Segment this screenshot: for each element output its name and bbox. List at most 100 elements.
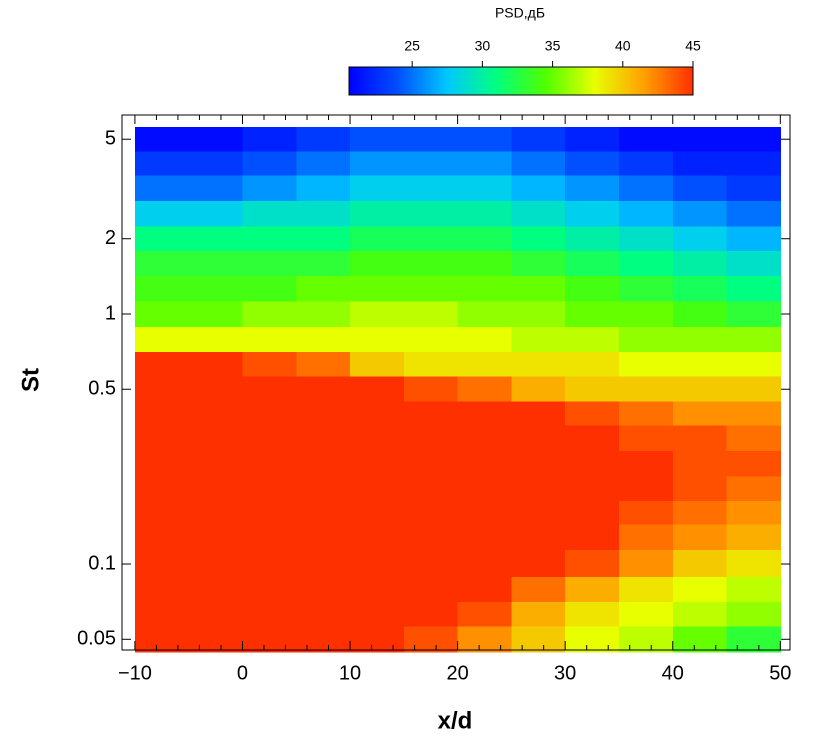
heatmap-cell (188, 275, 244, 303)
heatmap-cell (242, 250, 297, 277)
heatmap-cell (726, 500, 781, 525)
heatmap-cell (350, 151, 405, 177)
heatmap-cell (350, 476, 405, 502)
heatmap-cell (403, 601, 459, 628)
heatmap-cell (403, 549, 459, 578)
y-tick-label: 0.5 (88, 378, 116, 400)
heatmap-cell (188, 626, 244, 653)
heatmap-cell (672, 626, 728, 653)
heatmap-cell (134, 626, 190, 653)
heatmap-cell (726, 626, 781, 653)
heatmap-cell (565, 301, 620, 328)
plot-frame (121, 114, 791, 651)
heatmap-cell (457, 151, 512, 177)
heatmap-cell (134, 576, 190, 603)
heatmap-cell (511, 175, 566, 202)
heatmap-cell (511, 476, 566, 502)
heatmap-cell (565, 500, 620, 525)
heatmap-cell (672, 524, 728, 551)
heatmap-cell (511, 326, 566, 353)
heatmap-cell (618, 626, 674, 653)
y-axis-label: St (17, 368, 44, 392)
heatmap-cell (242, 151, 297, 177)
heatmap-cell (350, 351, 405, 378)
heatmap-cell (726, 451, 781, 478)
heatmap-cell (134, 376, 190, 402)
heatmap-cell (672, 201, 728, 228)
heatmap-cell (350, 524, 405, 551)
heatmap-cell (134, 226, 190, 252)
x-tick-label: 10 (339, 662, 361, 684)
heatmap-cell (403, 626, 459, 653)
heatmap-cell (242, 425, 297, 452)
heatmap-cell (457, 226, 512, 252)
heatmap-cell (511, 201, 566, 228)
heatmap-cell (134, 250, 190, 277)
heatmap-cell (188, 127, 244, 152)
heatmap-cell (565, 425, 620, 452)
heatmap-cell (296, 476, 351, 502)
heatmap-cell (672, 476, 728, 502)
heatmap-cell (296, 201, 351, 228)
heatmap-cell (350, 201, 405, 228)
heatmap-cell (618, 401, 674, 427)
heatmap-cell (672, 425, 728, 452)
x-tick-label: 40 (662, 662, 684, 684)
heatmap-cell (457, 626, 512, 653)
heatmap-cell (457, 601, 512, 628)
heatmap-cell (672, 451, 728, 478)
heatmap-cell (296, 351, 351, 378)
heatmap-cell (403, 351, 459, 378)
heatmap-cell (296, 425, 351, 452)
heatmap-cell (242, 201, 297, 228)
heatmap-cell (134, 451, 190, 478)
heatmap-cell (511, 301, 566, 328)
heatmap-cell (242, 175, 297, 202)
heatmap-cell (296, 226, 351, 252)
heatmap-cell (726, 576, 781, 603)
heatmap-cell (134, 401, 190, 427)
heatmap-cell (350, 451, 405, 478)
heatmap-cell (403, 175, 459, 202)
heatmap-cell (511, 549, 566, 578)
heatmap-cell (296, 626, 351, 653)
heatmap-cell (242, 275, 297, 303)
heatmap-cell (457, 376, 512, 402)
heatmap-cell (242, 376, 297, 402)
x-tick-label: 0 (237, 662, 248, 684)
heatmap-cell (565, 226, 620, 252)
heatmap-cell (188, 425, 244, 452)
heatmap-cell (565, 175, 620, 202)
heatmap-cell (618, 500, 674, 525)
heatmap-cell (726, 250, 781, 277)
heatmap-cell (403, 425, 459, 452)
heatmap-cell (403, 275, 459, 303)
heatmap-cell (618, 175, 674, 202)
heatmap-cell (457, 576, 512, 603)
heatmap-cell (726, 376, 781, 402)
heatmap-cell (350, 601, 405, 628)
heatmap-cell (618, 250, 674, 277)
heatmap-cell (242, 476, 297, 502)
heatmap-cell (672, 549, 728, 578)
x-tick-label: 20 (446, 662, 468, 684)
heatmap-cell (511, 524, 566, 551)
heatmap-cell (350, 425, 405, 452)
colorbar-title: PSD,дБ (495, 5, 545, 21)
heatmap-cell (672, 151, 728, 177)
heatmap-cell (457, 201, 512, 228)
heatmap-cell (296, 549, 351, 578)
heatmap-cell (457, 250, 512, 277)
heatmap-cell (726, 549, 781, 578)
heatmap-cell (242, 351, 297, 378)
heatmap-cell (618, 201, 674, 228)
heatmap-cell (242, 226, 297, 252)
heatmap-cell (511, 275, 566, 303)
heatmap-cell (350, 301, 405, 328)
heatmap-cell (726, 524, 781, 551)
heatmap-cell (511, 401, 566, 427)
heatmap-cell (672, 175, 728, 202)
heatmap-cell (565, 201, 620, 228)
heatmap-cell (672, 127, 728, 152)
heatmap-cell (565, 151, 620, 177)
